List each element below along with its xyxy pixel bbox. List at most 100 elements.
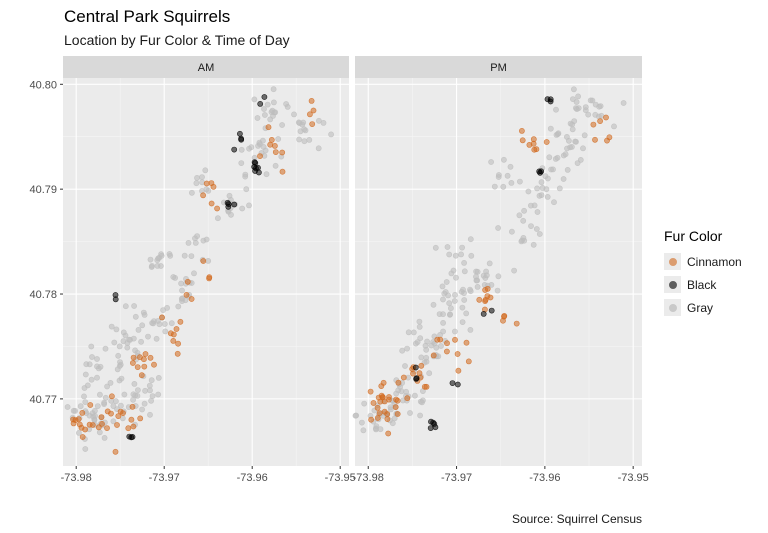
data-point-gray: [181, 252, 188, 259]
data-point-gray: [113, 398, 119, 405]
legend-entry-black: Black: [664, 273, 742, 296]
data-point-gray: [82, 371, 89, 378]
data-point-gray: [560, 176, 567, 182]
data-point-gray: [585, 111, 592, 118]
data-point-gray: [202, 167, 209, 174]
data-point-black: [544, 96, 551, 103]
data-point-gray: [511, 267, 517, 274]
data-point-gray: [149, 393, 156, 399]
data-point-gray: [520, 217, 527, 224]
data-point-gray: [495, 225, 501, 231]
data-point-cinnamon: [136, 354, 143, 361]
data-point-gray: [463, 310, 470, 317]
data-point-black: [236, 130, 243, 137]
data-point-gray: [393, 390, 400, 397]
data-point-gray: [467, 286, 473, 293]
data-point-cinnamon: [147, 354, 154, 361]
data-point-black: [231, 146, 238, 153]
x-tick-label: -73.98: [61, 472, 92, 484]
data-point-gray: [419, 399, 425, 406]
data-point-gray: [451, 298, 458, 304]
data-point-gray: [146, 382, 153, 389]
data-point-cinnamon: [379, 394, 386, 401]
data-point-cinnamon: [519, 127, 525, 134]
y-tick-label: 40.78: [29, 289, 57, 301]
data-point-gray: [581, 132, 588, 139]
data-point-cinnamon: [76, 421, 83, 428]
data-point-gray: [121, 391, 128, 398]
data-point-cinnamon: [513, 320, 520, 327]
data-point-gray: [447, 311, 453, 318]
data-point-cinnamon: [443, 348, 450, 355]
data-point-gray: [516, 212, 523, 219]
data-point-gray: [564, 145, 570, 152]
data-point-gray: [423, 346, 430, 353]
data-point-gray: [467, 326, 474, 333]
data-point-gray: [188, 253, 195, 259]
data-point-black: [261, 94, 268, 100]
data-point-gray: [194, 174, 200, 181]
data-point-gray: [145, 333, 151, 340]
data-point-gray: [113, 326, 120, 333]
data-point-gray: [88, 376, 95, 383]
data-point-gray: [412, 340, 419, 347]
data-point-cinnamon: [82, 426, 88, 433]
data-point-cinnamon: [98, 414, 105, 420]
data-point-gray: [491, 183, 498, 190]
data-point-cinnamon: [130, 423, 137, 430]
data-point-gray: [574, 106, 580, 112]
x-tick-label: -73.95: [618, 472, 649, 484]
data-point-gray: [592, 111, 599, 118]
data-point-gray: [168, 320, 175, 327]
legend-label-gray: Gray: [687, 300, 714, 315]
data-point-cinnamon: [384, 416, 391, 422]
data-point-gray: [306, 136, 313, 143]
data-point-gray: [86, 361, 93, 368]
data-point-black: [449, 380, 456, 386]
data-point-gray: [102, 394, 109, 401]
data-point-gray: [474, 277, 481, 284]
data-point-cinnamon: [257, 153, 263, 159]
legend-key-cinnamon: [664, 253, 681, 270]
data-point-gray: [486, 260, 493, 267]
data-point-gray: [239, 205, 246, 212]
data-point-gray: [102, 345, 109, 352]
data-point-cinnamon: [400, 374, 407, 381]
data-point-cinnamon: [130, 354, 137, 361]
data-point-cinnamon: [265, 124, 272, 131]
data-point-gray: [461, 297, 468, 303]
data-point-gray: [270, 86, 277, 93]
data-point-gray: [460, 286, 466, 293]
data-point-gray: [131, 303, 137, 309]
data-point-gray: [185, 239, 192, 246]
data-point-gray: [132, 347, 138, 354]
data-point-black: [128, 434, 135, 441]
data-point-cinnamon: [70, 416, 76, 423]
data-point-gray: [315, 145, 322, 152]
data-point-gray: [620, 100, 627, 106]
legend-key-gray: [664, 299, 681, 316]
data-point-gray: [130, 335, 137, 342]
data-point-gray: [554, 154, 561, 161]
data-point-gray: [564, 166, 571, 173]
data-point-gray: [118, 375, 125, 382]
data-point-gray: [199, 174, 205, 180]
data-point-gray: [155, 391, 162, 398]
data-point-gray: [153, 335, 160, 342]
data-point-black: [252, 160, 259, 166]
data-point-gray: [575, 93, 581, 100]
data-point-cinnamon: [487, 294, 494, 301]
data-point-gray: [580, 145, 586, 152]
legend-title: Fur Color: [664, 228, 723, 244]
data-point-gray: [417, 412, 423, 419]
data-point-gray: [508, 179, 515, 186]
data-point-gray: [495, 172, 502, 178]
data-point-cinnamon: [501, 312, 508, 319]
y-tick-label: 40.79: [29, 184, 57, 196]
data-point-cinnamon: [87, 402, 94, 408]
data-point-cinnamon: [454, 351, 461, 357]
x-tick-label: -73.95: [325, 472, 356, 484]
data-point-gray: [453, 274, 459, 281]
data-point-cinnamon: [368, 416, 374, 423]
y-tick-label: 40.77: [29, 394, 57, 406]
